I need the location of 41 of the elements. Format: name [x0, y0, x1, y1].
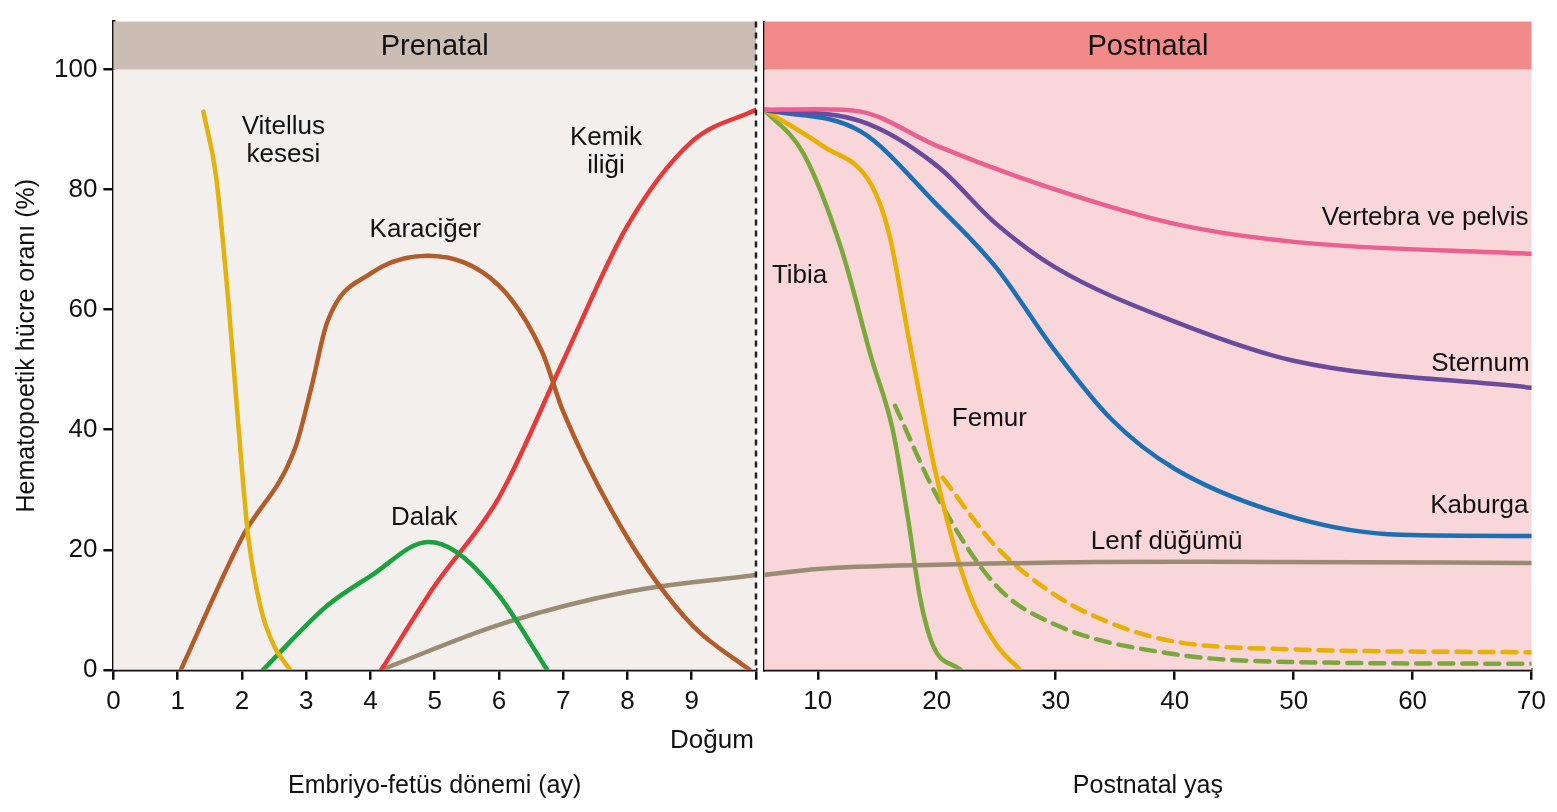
series-label: Lenf düğümü	[1090, 524, 1243, 555]
series-label: Kaburga	[1430, 489, 1530, 520]
x-tick-label: 20	[922, 684, 952, 715]
y-tick-label: 80	[68, 172, 98, 203]
band-label: Postnatal	[1087, 28, 1209, 61]
y-tick-label: 0	[82, 652, 98, 683]
x-tick-label: 2	[234, 684, 250, 715]
x-tick-label: 7	[555, 684, 571, 715]
x-tick-label: 40	[1160, 684, 1190, 715]
ref-line-label: Doğum	[670, 723, 754, 754]
y-tick-label: 20	[68, 532, 98, 563]
line-series	[178, 253, 752, 670]
x-tick-label: 1	[170, 684, 185, 715]
series-label: Kemik iliği	[569, 121, 644, 179]
series-label: Tibia	[771, 258, 828, 289]
series-label: Vitellus kesesi	[241, 109, 326, 168]
x-axis-title: Embriyo-fetüs dönemi (ay)	[288, 769, 582, 798]
band-label: Prenatal	[380, 28, 489, 61]
series-label: Vertebra ve pelvis	[1321, 201, 1529, 232]
x-tick-label: 10	[803, 684, 833, 715]
x-tick-label: 50	[1279, 684, 1309, 715]
y-axis-title: Hematopoetik hücre oranı (%)	[10, 178, 39, 513]
line-series	[260, 539, 550, 670]
x-tick-label: 4	[363, 684, 378, 715]
x-tick-label: 30	[1041, 684, 1071, 715]
x-tick-label: 70	[1517, 684, 1546, 715]
x-tick-label: 0	[106, 684, 121, 715]
x-tick-label: 9	[684, 684, 699, 715]
y-tick-label: 100	[53, 52, 98, 83]
x-axis-title: Postnatal yaş	[1072, 769, 1223, 798]
series-label: Karaciğer	[369, 212, 482, 243]
x-tick-label: 60	[1398, 684, 1428, 715]
x-tick-label: 3	[298, 684, 314, 715]
series-label: Femur	[951, 401, 1028, 432]
y-tick-label: 40	[68, 412, 98, 443]
x-tick-label: 8	[620, 684, 635, 715]
x-tick-label: 6	[491, 684, 507, 715]
y-tick-label: 60	[68, 292, 98, 323]
series-label: Sternum	[1431, 346, 1530, 377]
series-label: Dalak	[391, 501, 459, 532]
x-tick-label: 5	[427, 684, 442, 715]
